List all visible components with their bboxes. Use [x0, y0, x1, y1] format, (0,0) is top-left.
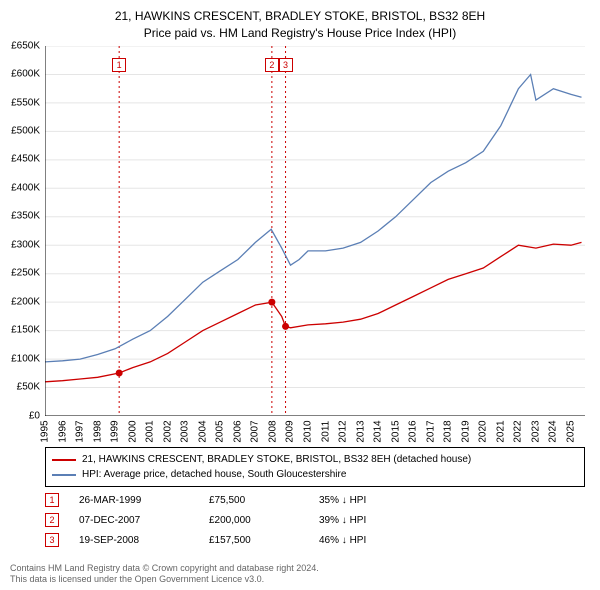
- x-tick-label: 2025: [565, 420, 576, 442]
- event-date: 19-SEP-2008: [79, 535, 209, 546]
- y-tick-label: £50K: [17, 382, 40, 393]
- y-tick-label: £300K: [11, 239, 40, 250]
- legend-row: HPI: Average price, detached house, Sout…: [52, 467, 578, 482]
- events-table: 1 26-MAR-1999£75,50035% ↓ HPI 2 07-DEC-2007…: [45, 490, 585, 550]
- y-tick-label: £650K: [11, 40, 40, 51]
- chart-svg: [45, 46, 585, 416]
- x-axis-labels: 1995199619971998199920002001200220032004…: [45, 416, 585, 444]
- x-tick-label: 2018: [443, 420, 454, 442]
- event-row: 1 26-MAR-1999£75,50035% ↓ HPI: [45, 490, 585, 510]
- y-tick-label: £250K: [11, 268, 40, 279]
- event-price: £200,000: [209, 515, 319, 526]
- event-marker-box: 1: [45, 493, 59, 507]
- title-line-1: 21, HAWKINS CRESCENT, BRADLEY STOKE, BRI…: [10, 8, 590, 25]
- x-tick-label: 2007: [250, 420, 261, 442]
- x-tick-label: 2017: [425, 420, 436, 442]
- x-tick-label: 2016: [408, 420, 419, 442]
- x-tick-label: 2015: [390, 420, 401, 442]
- x-tick-label: 1997: [75, 420, 86, 442]
- x-tick-label: 2004: [197, 420, 208, 442]
- event-row: 3 19-SEP-2008£157,50046% ↓ HPI: [45, 530, 585, 550]
- y-tick-label: £100K: [11, 353, 40, 364]
- x-tick-label: 2020: [478, 420, 489, 442]
- event-price: £75,500: [209, 495, 319, 506]
- legend-swatch: [52, 459, 76, 461]
- x-tick-label: 2010: [302, 420, 313, 442]
- x-tick-label: 2000: [127, 420, 138, 442]
- event-pct: 35% ↓ HPI: [319, 495, 366, 506]
- x-tick-label: 2005: [215, 420, 226, 442]
- y-tick-label: £400K: [11, 182, 40, 193]
- y-tick-label: £200K: [11, 296, 40, 307]
- chart-area: £0£50K£100K£150K£200K£250K£300K£350K£400…: [45, 46, 585, 416]
- x-tick-label: 2012: [338, 420, 349, 442]
- event-pct: 39% ↓ HPI: [319, 515, 366, 526]
- title-block: 21, HAWKINS CRESCENT, BRADLEY STOKE, BRI…: [0, 0, 600, 46]
- footer-line-2: This data is licensed under the Open Gov…: [10, 574, 590, 586]
- x-tick-label: 1999: [110, 420, 121, 442]
- y-tick-label: £600K: [11, 69, 40, 80]
- y-tick-label: £350K: [11, 211, 40, 222]
- event-marker-2: 2: [265, 58, 279, 72]
- footer-block: Contains HM Land Registry data © Crown c…: [10, 563, 590, 586]
- x-tick-label: 2023: [530, 420, 541, 442]
- legend-box: 21, HAWKINS CRESCENT, BRADLEY STOKE, BRI…: [45, 447, 585, 487]
- x-tick-label: 2003: [180, 420, 191, 442]
- x-tick-label: 2009: [285, 420, 296, 442]
- legend-swatch: [52, 474, 76, 476]
- x-tick-label: 2013: [355, 420, 366, 442]
- y-tick-label: £500K: [11, 125, 40, 136]
- x-tick-label: 2001: [145, 420, 156, 442]
- x-tick-label: 1998: [92, 420, 103, 442]
- title-line-2: Price paid vs. HM Land Registry's House …: [10, 25, 590, 42]
- x-tick-label: 1996: [57, 420, 68, 442]
- x-tick-label: 2014: [373, 420, 384, 442]
- y-axis-labels: £0£50K£100K£150K£200K£250K£300K£350K£400…: [0, 46, 42, 416]
- x-tick-label: 1995: [40, 420, 51, 442]
- x-tick-label: 2006: [232, 420, 243, 442]
- event-marker-box: 3: [45, 533, 59, 547]
- x-tick-label: 2022: [513, 420, 524, 442]
- x-tick-label: 2002: [162, 420, 173, 442]
- footer-line-1: Contains HM Land Registry data © Crown c…: [10, 563, 590, 575]
- legend-label: HPI: Average price, detached house, Sout…: [82, 467, 346, 482]
- y-tick-label: £450K: [11, 154, 40, 165]
- legend-label: 21, HAWKINS CRESCENT, BRADLEY STOKE, BRI…: [82, 452, 471, 467]
- event-price: £157,500: [209, 535, 319, 546]
- x-tick-label: 2019: [460, 420, 471, 442]
- y-tick-label: £150K: [11, 325, 40, 336]
- event-row: 2 07-DEC-2007£200,00039% ↓ HPI: [45, 510, 585, 530]
- event-marker-3: 3: [279, 58, 293, 72]
- x-tick-label: 2008: [267, 420, 278, 442]
- chart-container: 21, HAWKINS CRESCENT, BRADLEY STOKE, BRI…: [0, 0, 600, 590]
- legend-row: 21, HAWKINS CRESCENT, BRADLEY STOKE, BRI…: [52, 452, 578, 467]
- event-date: 26-MAR-1999: [79, 495, 209, 506]
- x-tick-label: 2021: [495, 420, 506, 442]
- event-pct: 46% ↓ HPI: [319, 535, 366, 546]
- x-tick-label: 2024: [548, 420, 559, 442]
- event-date: 07-DEC-2007: [79, 515, 209, 526]
- x-tick-label: 2011: [320, 420, 331, 442]
- event-marker-1: 1: [112, 58, 126, 72]
- y-tick-label: £0: [29, 410, 40, 421]
- event-marker-box: 2: [45, 513, 59, 527]
- y-tick-label: £550K: [11, 97, 40, 108]
